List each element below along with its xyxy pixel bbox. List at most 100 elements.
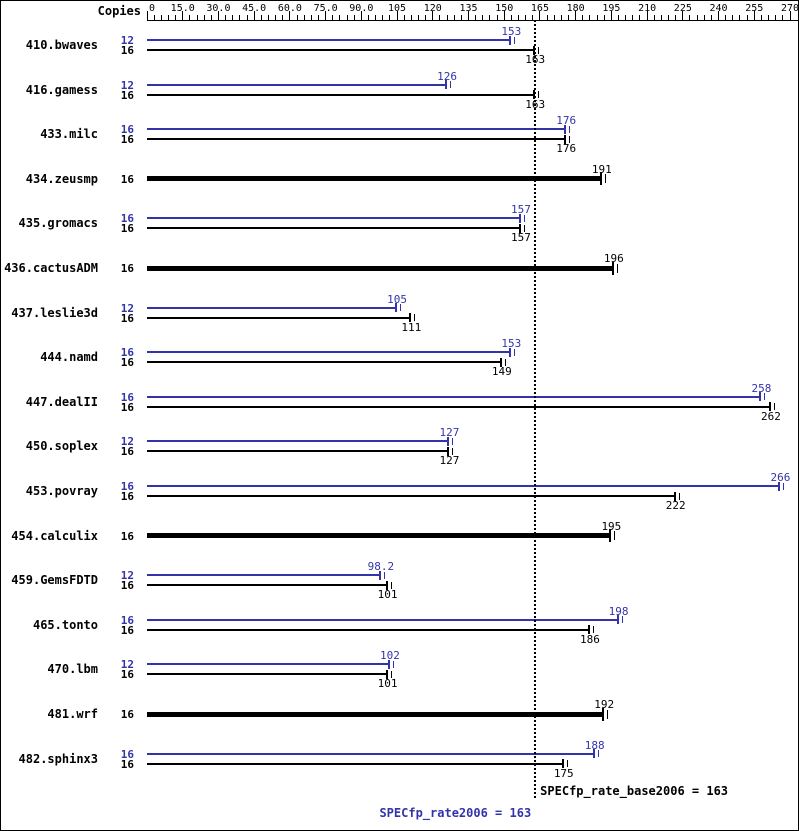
x-axis-tick-label: 225 [673,3,692,14]
x-axis-minor-tick [475,15,477,20]
x-axis-minor-tick [582,15,584,20]
bar-value-label: 111 [401,320,422,334]
base-bar [147,361,502,364]
peak-bar [147,574,381,577]
base-bar [147,265,614,271]
x-axis-minor-tick [668,15,670,20]
bar-run-tick [504,358,506,366]
bar-value-label: 195 [601,519,622,533]
bar-run-tick [514,348,516,356]
x-axis-minor-tick [603,15,605,20]
bar-run-tick [390,670,392,678]
bar-end-cap [564,134,567,144]
peak-bar [147,663,390,666]
bar-value-label: 191 [591,162,612,176]
benchmark-name: 459.GemsFDTD [11,573,98,588]
x-axis-minor-tick [303,15,305,20]
x-axis-major-tick [217,11,219,20]
x-axis-minor-tick [568,15,570,20]
x-axis-minor-tick [546,15,548,20]
x-axis-major-tick [575,11,577,20]
x-axis-minor-tick [225,15,227,20]
copies-column-header: Copies [97,4,141,18]
peak-bar [147,395,762,398]
x-axis-minor-tick [489,15,491,20]
copies-label: 12 [120,34,134,47]
base-bar [147,176,602,182]
base-bar [147,49,536,51]
copies-label: 16 [120,490,134,503]
bar-run-tick [678,492,680,500]
bar-end-cap [518,223,521,233]
bar-value-label: 175 [553,766,574,780]
x-axis-minor-tick [403,15,405,20]
x-axis-minor-tick [296,15,298,20]
x-axis-tick-label: 135 [459,3,478,14]
x-axis-minor-tick [353,15,355,20]
bar-run-tick [773,403,775,411]
x-axis-minor-tick [167,15,169,20]
x-axis-minor-tick [746,15,748,20]
x-axis-minor-tick [460,15,462,20]
peak-bar [147,306,398,309]
benchmark-name: 444.namd [40,350,98,365]
bar-run-tick [538,91,540,99]
copies-label: 16 [120,311,134,325]
x-axis-minor-tick [189,15,191,20]
bar-run-tick [597,750,599,758]
x-axis-minor-tick [618,15,620,20]
benchmark-name: 470.lbm [47,662,98,677]
x-axis-major-tick [182,11,184,20]
bar-value-label: 127 [439,426,460,440]
x-axis-minor-tick [775,15,777,20]
x-axis-major-tick [646,11,648,20]
peak-bar [147,128,567,131]
bar-run-tick [569,135,571,143]
x-axis-minor-tick [732,15,734,20]
bar-end-cap [387,659,390,669]
x-axis-major-tick [753,11,755,20]
bar-end-cap [599,172,602,186]
x-axis-major-tick [432,11,434,20]
bar-end-cap [509,35,512,45]
bar-run-tick [538,46,540,54]
bar-end-cap [509,347,512,357]
base-bar [147,405,771,408]
x-axis-minor-tick [482,15,484,20]
x-axis-minor-tick [525,15,527,20]
x-axis-minor-tick [510,15,512,20]
x-axis-major-tick [396,11,398,20]
x-axis-minor-tick [553,15,555,20]
bar-value-label: 127 [439,454,460,468]
x-axis-minor-tick [710,15,712,20]
peak-bar [147,39,512,41]
x-axis-line [147,20,798,21]
bar-end-cap [445,80,448,90]
x-axis-minor-tick [632,15,634,20]
x-axis-minor-tick [689,15,691,20]
bar-run-tick [450,81,452,89]
x-axis-minor-tick [532,15,534,20]
bar-run-tick [566,760,568,768]
bar-run-tick [592,626,594,634]
x-axis-minor-tick [389,15,391,20]
bar-run-tick [764,393,766,401]
base-bar [147,673,388,676]
x-axis-minor-tick [346,15,348,20]
bar-end-cap [518,213,521,223]
copies-label: 16 [120,480,134,493]
base-bar [147,628,590,631]
copies-label: 16 [120,356,134,370]
x-axis-major-tick [503,11,505,20]
x-axis-minor-tick [496,15,498,20]
bar-end-cap [561,759,564,769]
bar-end-cap [499,357,502,367]
bar-value-label: 102 [379,649,400,663]
peak-rate-text: SPECfp_rate2006 = 163 [379,806,532,820]
x-axis-minor-tick [196,15,198,20]
peak-bar [147,485,781,487]
x-axis-minor-tick [210,15,212,20]
bar-value-label: 222 [665,499,686,512]
x-axis-minor-tick [239,15,241,20]
bar-end-cap [778,481,781,491]
